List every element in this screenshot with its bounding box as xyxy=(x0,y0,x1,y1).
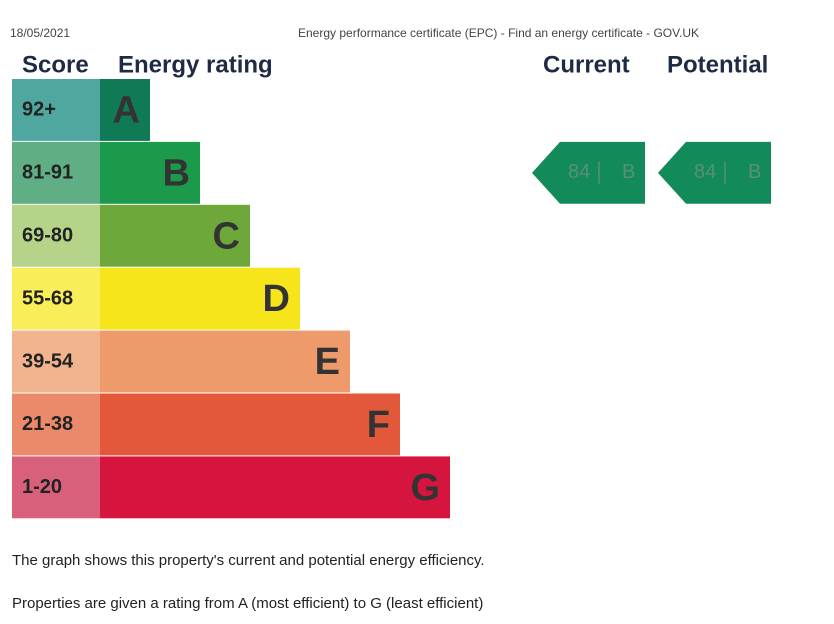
potential-heading: Potential xyxy=(667,51,768,78)
paragraph: The graph shows this property's current … xyxy=(12,552,485,569)
band-letter: B xyxy=(163,152,190,194)
potential-arrow xyxy=(658,141,771,204)
rating-bar xyxy=(100,393,400,456)
rating-bar xyxy=(100,141,200,204)
band-score: 69-80 xyxy=(22,225,73,247)
score-cell xyxy=(12,141,100,204)
potential-score: 84 xyxy=(694,161,716,183)
band-letter: C xyxy=(213,215,240,257)
rating-bar xyxy=(100,79,150,141)
band-letter: E xyxy=(315,341,340,383)
band-letter: F xyxy=(367,404,390,446)
rating-bar xyxy=(100,456,450,519)
band-score: 55-68 xyxy=(22,287,73,309)
band-score: 1-20 xyxy=(22,476,62,498)
rating-bands: 92+ A 81-91 B 69-80 C 55-68 D 39-54 E 21-38 F 1-20 G xyxy=(12,79,450,519)
current-letter: B xyxy=(622,161,635,183)
band-letter: G xyxy=(410,467,440,509)
score-heading: Score xyxy=(22,51,89,78)
rating-bar xyxy=(100,330,350,393)
band-letter: A xyxy=(113,89,140,131)
current-score: 84 xyxy=(568,161,590,183)
band-score: 21-38 xyxy=(22,413,73,435)
band-score: 39-54 xyxy=(22,350,74,372)
band-letter: D xyxy=(263,278,290,320)
print-title: Energy performance certificate (EPC) - F… xyxy=(298,26,699,40)
current-arrow xyxy=(532,141,645,204)
band-score: 92+ xyxy=(22,99,56,121)
score-cell xyxy=(12,204,100,267)
score-cell xyxy=(12,393,100,456)
current-heading: Current xyxy=(543,51,630,78)
potential-letter: B xyxy=(748,161,761,183)
rating-heading: Energy rating xyxy=(118,51,273,78)
score-cell xyxy=(12,267,100,330)
score-cell xyxy=(12,456,100,519)
score-cell xyxy=(12,330,100,393)
band-score: 81-91 xyxy=(22,162,73,184)
rating-bar xyxy=(100,204,250,267)
rating-bar xyxy=(100,267,300,330)
print-date: 18/05/2021 xyxy=(10,26,70,40)
score-cell xyxy=(12,79,100,141)
paragraph: Properties are given a rating from A (mo… xyxy=(12,595,483,612)
